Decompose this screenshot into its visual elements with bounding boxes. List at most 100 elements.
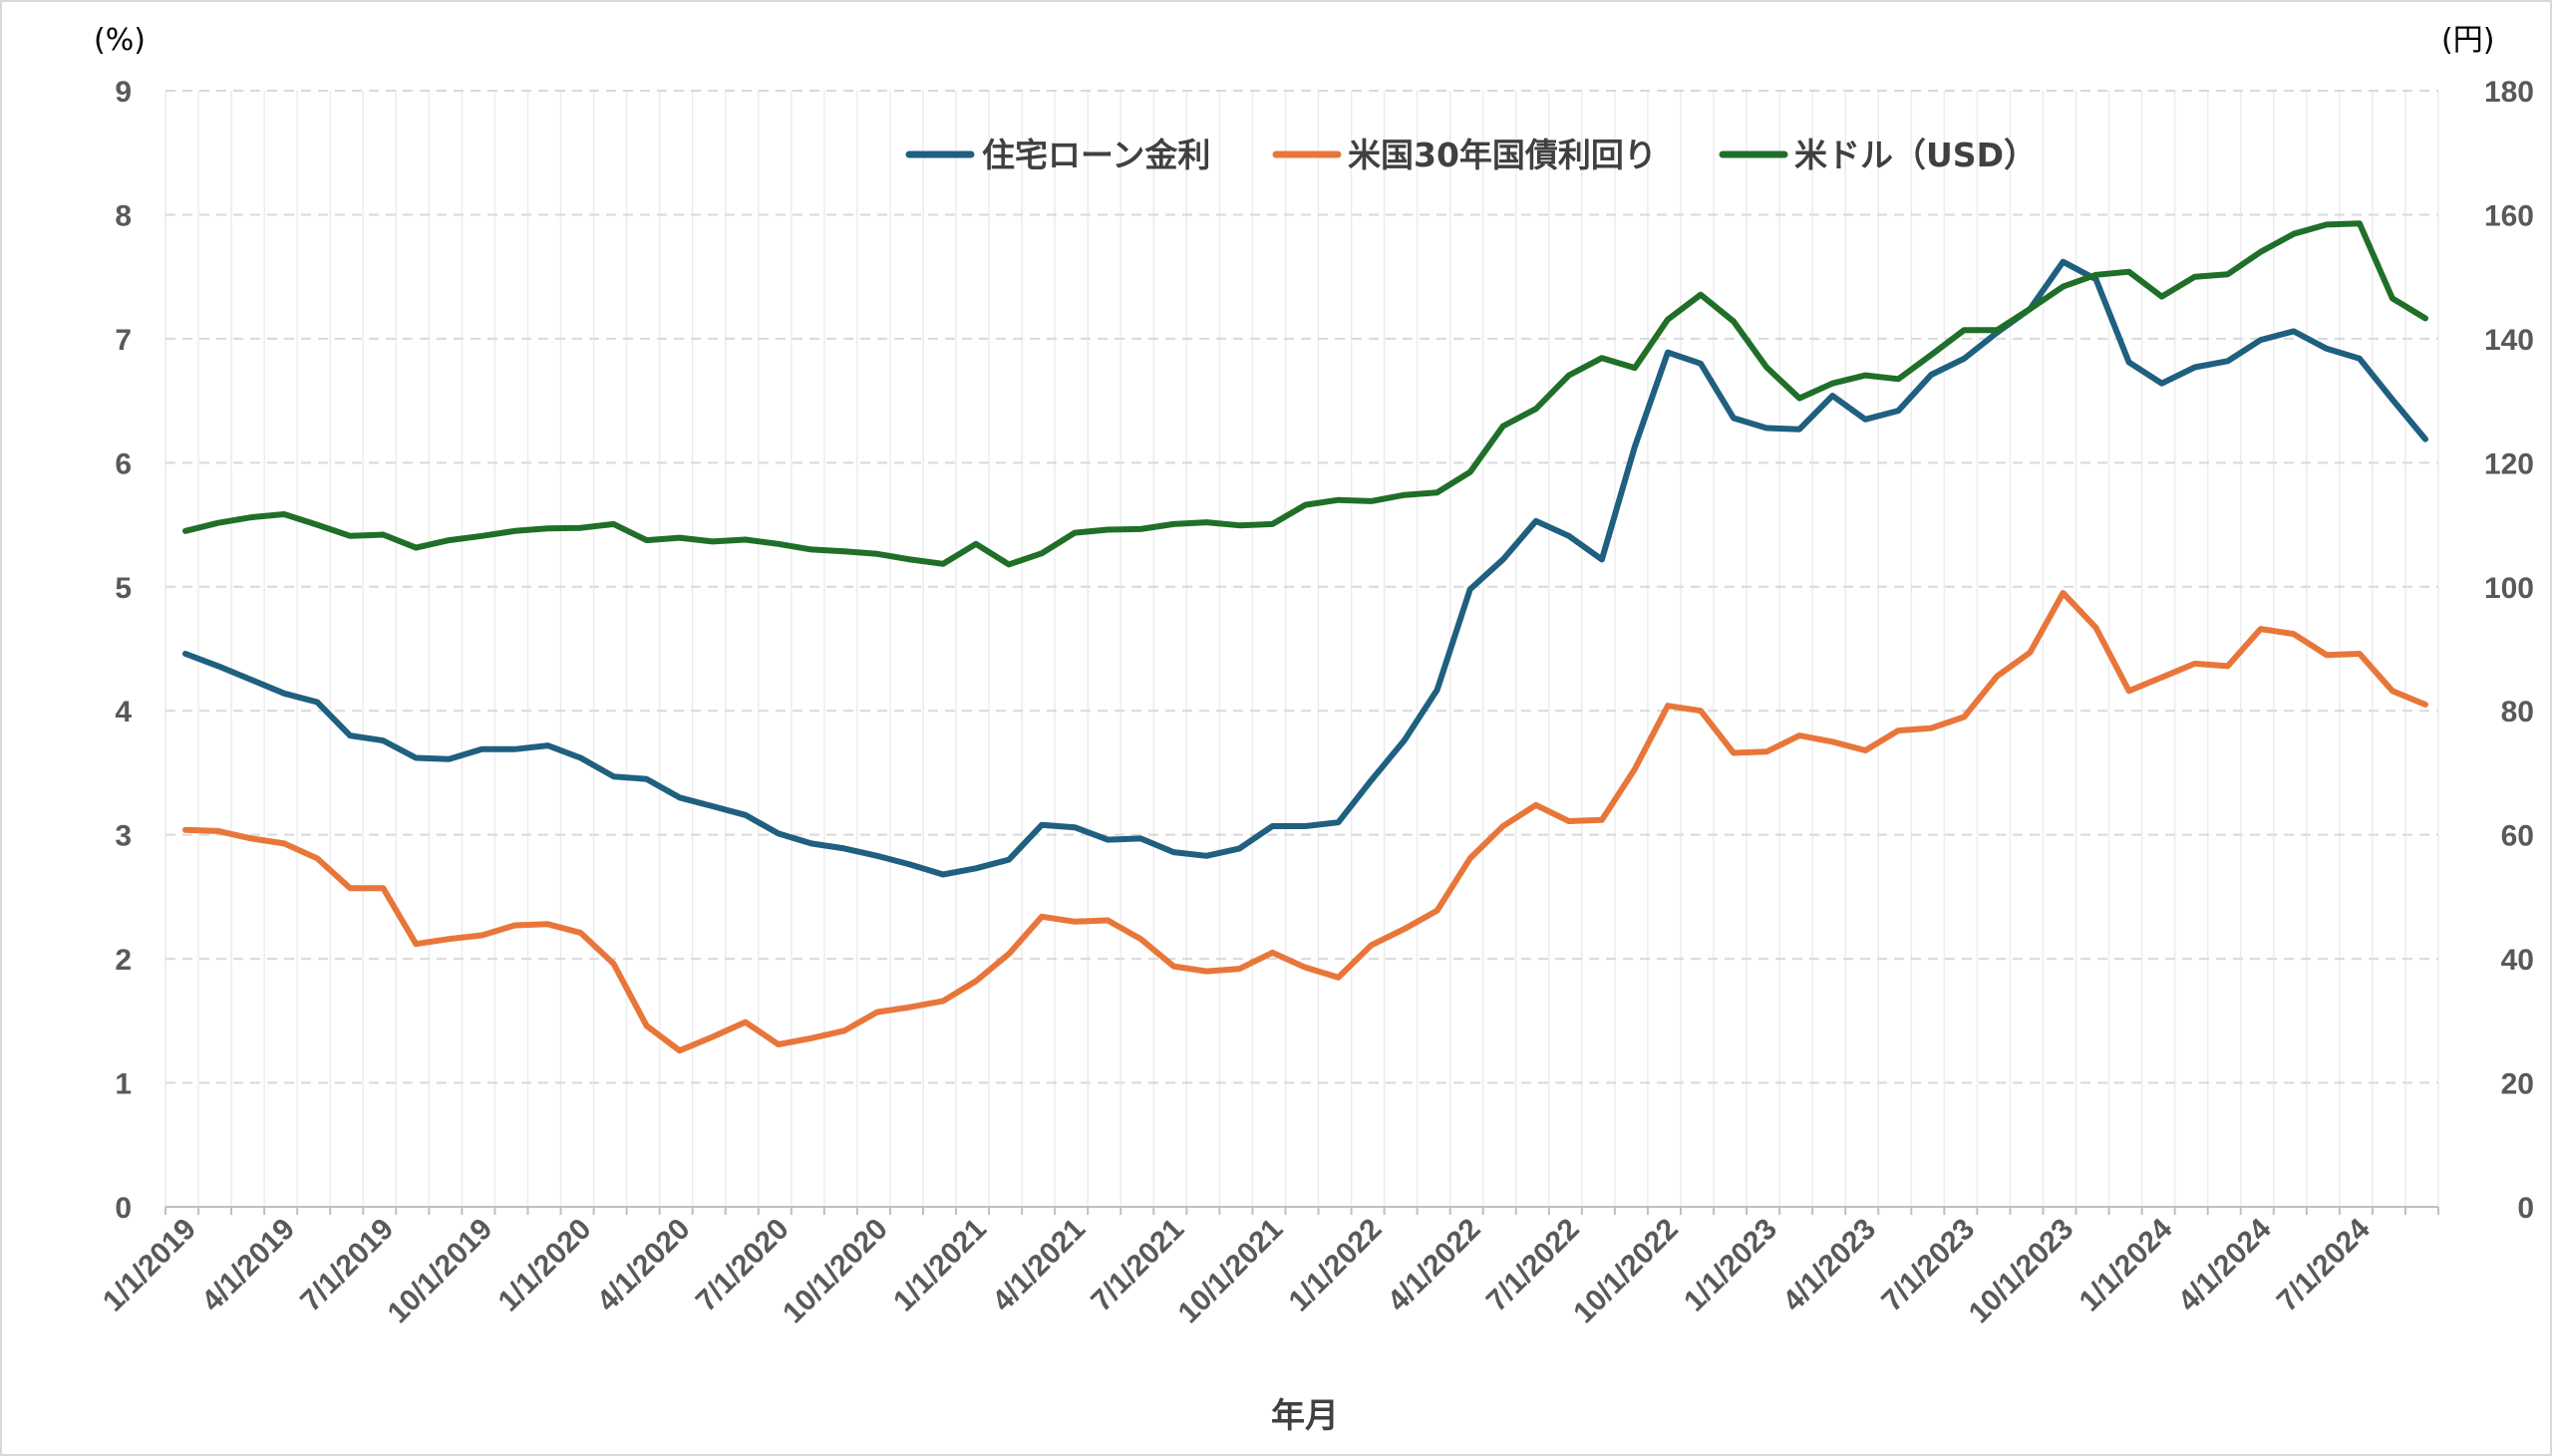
x-tick-label: 7/1/2020 (690, 1213, 796, 1318)
data-point (1763, 748, 1769, 754)
data-point (1961, 327, 1967, 333)
data-point (1599, 556, 1605, 562)
x-tick-label: 1/1/2024 (2074, 1212, 2179, 1317)
data-point (1369, 498, 1375, 504)
data-point (2291, 328, 2297, 334)
data-point (2324, 346, 2330, 352)
data-point (776, 541, 782, 547)
data-point (2422, 702, 2428, 708)
y-right-tick-label: 120 (2484, 447, 2534, 480)
data-point (1137, 526, 1143, 532)
data-point (248, 514, 254, 520)
x-tick-label: 1/1/2019 (97, 1213, 202, 1318)
data-point (1269, 823, 1275, 829)
data-point (1105, 837, 1111, 843)
data-point (2126, 360, 2132, 366)
data-point (1039, 822, 1045, 828)
data-point (1170, 964, 1176, 970)
data-point (1236, 522, 1242, 528)
data-point (1566, 373, 1572, 379)
data-point (2258, 626, 2264, 632)
series-line (182, 590, 2428, 1054)
data-point (2192, 365, 2198, 371)
data-point (2126, 688, 2132, 694)
data-point (1566, 818, 1572, 824)
data-point (2390, 397, 2395, 403)
data-point (314, 855, 320, 861)
data-point (644, 537, 650, 543)
x-axis (164, 1206, 2439, 1215)
data-point (2027, 306, 2033, 312)
data-point (1862, 747, 1868, 753)
data-point (1533, 518, 1539, 524)
data-point (2390, 688, 2395, 694)
data-point (743, 536, 749, 542)
data-point (2225, 358, 2231, 364)
data-point (710, 1034, 716, 1040)
y-left-tick-label: 9 (115, 76, 132, 109)
y-right-tick-label: 20 (2501, 1068, 2534, 1101)
data-point (248, 835, 254, 841)
data-point (478, 746, 484, 752)
x-tick-label: 7/1/2022 (1480, 1213, 1586, 1318)
data-point (1599, 817, 1605, 823)
data-point (1994, 327, 2000, 333)
data-point (1895, 728, 1901, 733)
x-tick-label: 4/1/2022 (1382, 1213, 1487, 1318)
y-left-unit: (%) (94, 23, 146, 58)
data-point (677, 1047, 683, 1053)
data-point (677, 535, 683, 541)
x-tick-label: 4/1/2021 (986, 1213, 1092, 1318)
data-point (1336, 819, 1342, 825)
data-point (611, 521, 617, 527)
data-point (1402, 926, 1408, 932)
data-point (776, 1041, 782, 1047)
data-point (2093, 272, 2099, 278)
y-right-tick-label: 0 (2517, 1192, 2534, 1225)
y-right-tick-label: 180 (2484, 76, 2534, 109)
data-point (2291, 631, 2297, 637)
data-point (215, 828, 221, 834)
data-point (1500, 424, 1506, 430)
x-tick-label: 10/1/2022 (1567, 1213, 1685, 1330)
data-point (776, 830, 782, 836)
data-point (2225, 663, 2231, 669)
x-tick-label: 7/1/2019 (294, 1213, 400, 1318)
data-point (182, 528, 188, 534)
data-point (1731, 750, 1737, 756)
data-point (1500, 823, 1506, 829)
x-tick-label: 7/1/2021 (1085, 1213, 1190, 1318)
data-point (248, 677, 254, 683)
data-point (314, 700, 320, 706)
data-point (1006, 561, 1012, 567)
data-point (2357, 651, 2363, 657)
data-point (1961, 714, 1967, 720)
x-tick-label: 1/1/2020 (492, 1213, 598, 1318)
data-point (1302, 823, 1308, 829)
legend-label: 米ドル（USD） (1794, 136, 2037, 174)
data-point (2159, 381, 2165, 387)
x-tick-labels: 1/1/20194/1/20197/1/201910/1/20191/1/202… (97, 1212, 2377, 1329)
y-left-tick-label: 7 (115, 324, 132, 357)
data-point (544, 742, 550, 748)
data-point (1665, 703, 1671, 709)
data-point (841, 548, 847, 554)
data-point (677, 794, 683, 800)
data-point (2192, 274, 2198, 280)
data-point (2060, 590, 2066, 596)
data-point (1862, 373, 1868, 379)
data-point (1072, 530, 1078, 536)
data-point (1039, 550, 1045, 556)
data-point (478, 533, 484, 539)
y-right-tick-label: 80 (2501, 696, 2534, 728)
y-left-tick-label: 1 (115, 1068, 132, 1101)
data-point (1203, 853, 1209, 859)
data-point (973, 979, 979, 985)
data-point (578, 525, 584, 531)
data-point (1137, 936, 1143, 942)
data-point (1467, 855, 1473, 861)
y-right-tick-label: 140 (2484, 324, 2534, 357)
data-point (1170, 849, 1176, 855)
x-tick-label: 10/1/2020 (777, 1213, 894, 1330)
data-point (1369, 777, 1375, 783)
